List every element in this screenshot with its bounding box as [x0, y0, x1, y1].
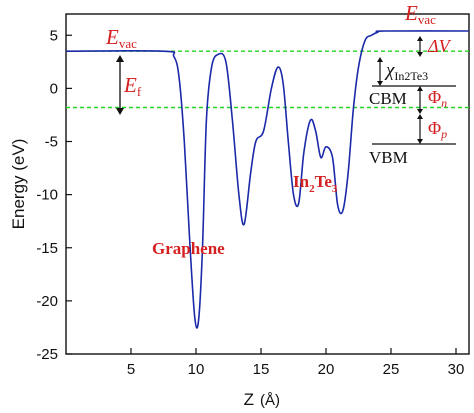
- x-tick-label: 5: [127, 361, 135, 378]
- evac-right-label: Evac: [404, 1, 436, 27]
- x-axis-title: Z: [244, 390, 254, 409]
- vbm-label: VBM: [369, 148, 408, 167]
- ef-arrow: [116, 55, 124, 115]
- plot-frame: [65, 13, 470, 355]
- x-axis-unit: (Å): [260, 392, 280, 409]
- y-axis-title: Energy (eV): [9, 139, 28, 230]
- x-tick-label: 15: [253, 361, 270, 378]
- x-axis-ticks: 5 10 15 20 25 30: [127, 348, 465, 378]
- x-tick-label: 20: [318, 361, 335, 378]
- y-tick-label: 0: [50, 80, 58, 97]
- chi-label: χIn2Te3: [384, 60, 428, 83]
- y-tick-label: -20: [36, 293, 58, 310]
- phi-n-label: Φn: [428, 87, 447, 110]
- y-tick-label: -10: [36, 187, 58, 204]
- phi-p-label: Φp: [428, 118, 447, 141]
- band-edge-lines: [372, 85, 456, 145]
- x-tick-label: 25: [383, 361, 400, 378]
- graphene-label: Graphene: [152, 239, 225, 258]
- cbm-label: CBM: [369, 89, 407, 108]
- x-tick-label: 30: [448, 361, 465, 378]
- x-tick-label: 10: [188, 361, 205, 378]
- band-arrows: [377, 36, 423, 144]
- potential-line: [65, 30, 470, 329]
- y-tick-label: 5: [50, 27, 58, 44]
- delta-v-label: ΔV: [427, 36, 452, 56]
- evac-left-label: Evac: [105, 25, 137, 51]
- y-tick-label: -5: [45, 134, 58, 151]
- in2te3-label: In2Te3: [293, 172, 338, 195]
- y-tick-label: -15: [36, 240, 58, 257]
- ef-label: Ef: [123, 73, 142, 99]
- y-axis-ticks: 5 0 -5 -10 -15 -20 -25: [36, 27, 72, 363]
- y-tick-label: -25: [36, 346, 58, 363]
